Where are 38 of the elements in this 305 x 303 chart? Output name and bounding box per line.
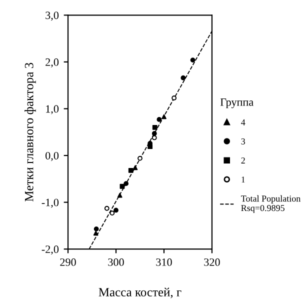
x-axis-title: Масса костей, г bbox=[98, 288, 182, 298]
legend-title: Группа bbox=[220, 98, 254, 108]
legend-label: 3 bbox=[241, 138, 246, 144]
legend-label: Total Population Rsq=0.9895 bbox=[241, 195, 301, 213]
point bbox=[94, 226, 99, 232]
y-axis-title: Метки главного фактора 3 bbox=[24, 62, 36, 202]
legend-label: 2 bbox=[241, 158, 245, 164]
y-tick-label: 2,0 bbox=[46, 58, 59, 68]
x-tick-label: 290 bbox=[60, 258, 76, 266]
point bbox=[162, 114, 166, 120]
y-tick-label: -1,0 bbox=[42, 198, 59, 208]
point bbox=[128, 168, 134, 173]
point bbox=[148, 144, 153, 150]
point bbox=[172, 96, 177, 100]
legend-label: 1 bbox=[242, 176, 245, 183]
x-tick-label: 320 bbox=[204, 258, 220, 266]
point bbox=[117, 192, 122, 198]
point bbox=[180, 75, 186, 80]
y-tick-label: -2,0 bbox=[42, 246, 59, 255]
point bbox=[190, 58, 196, 63]
point bbox=[120, 184, 125, 189]
y-tick-label: 3,0 bbox=[46, 12, 59, 21]
y-tick-label: 0,0 bbox=[46, 152, 59, 162]
point bbox=[93, 230, 98, 236]
point bbox=[110, 210, 115, 216]
point bbox=[104, 206, 110, 211]
y-tick-label: 1,0 bbox=[46, 105, 59, 114]
point bbox=[114, 208, 118, 213]
point bbox=[124, 181, 129, 186]
point bbox=[152, 135, 157, 140]
point bbox=[152, 131, 157, 136]
point bbox=[138, 156, 142, 161]
x-tick-label: 300 bbox=[108, 258, 124, 266]
x-tick-label: 310 bbox=[156, 258, 172, 266]
point bbox=[152, 124, 158, 130]
point bbox=[156, 117, 162, 122]
point bbox=[132, 165, 138, 170]
legend-label: 4 bbox=[241, 119, 246, 126]
